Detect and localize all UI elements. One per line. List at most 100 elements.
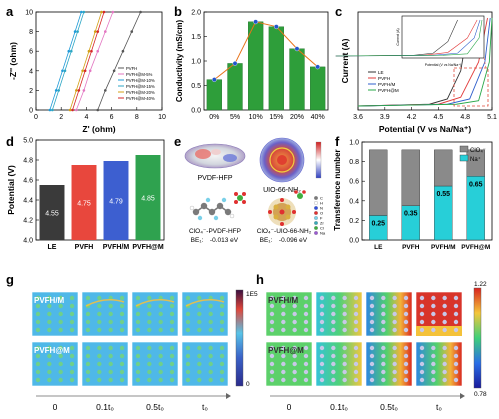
panel-c-ylabel: Current (A) (340, 38, 350, 83)
h-particle (342, 327, 347, 333)
g-particle (47, 345, 52, 351)
g-particle (169, 311, 175, 317)
h-particle (419, 319, 425, 325)
h-particle (303, 369, 309, 375)
h-particle (342, 361, 347, 367)
data-point (87, 49, 91, 53)
data-point (88, 69, 92, 73)
y-tick-label: 1.0 (191, 59, 201, 66)
y-tick-label: 0.2 (349, 218, 359, 225)
h-particle (392, 369, 397, 375)
h-particle (342, 377, 347, 383)
g-particle (35, 303, 41, 309)
g-particle (58, 345, 63, 351)
h-particle (419, 327, 425, 333)
atom-swatch-2 (314, 206, 318, 210)
panel-h-colorbar-min: 0.78 (474, 391, 487, 398)
h-particle (392, 377, 397, 383)
g-particle (185, 361, 191, 367)
g-particle (219, 303, 225, 309)
bar-clo4-0 (369, 149, 388, 216)
h-particle (403, 361, 409, 367)
data-point (68, 108, 72, 112)
g-particle (108, 327, 113, 333)
g-particle (119, 319, 125, 325)
time-axes: 0 0 0.1t₀ 0.1t₀ 0.5t₀ 0.5t₀ t₀ t₀ (36, 393, 465, 412)
g-particle (108, 361, 113, 367)
bar-2 (248, 21, 264, 111)
h-time-label-3: t₀ (436, 402, 442, 412)
panel-d: 4.0 4.2 4.4 4.6 4.8 5.0 4.55 LE 4.75 PVFH 4.79 PVF… (6, 138, 165, 251)
g-particle (185, 345, 191, 351)
h-particle (292, 311, 297, 317)
h-particle (319, 377, 325, 383)
panel-label-f: f (335, 134, 340, 149)
g-particle (208, 361, 213, 367)
panel-c-inset-series (335, 19, 483, 57)
g-particle (97, 377, 102, 383)
bar-5 (310, 66, 326, 111)
g-particle (185, 369, 191, 375)
panel-label-d: d (6, 134, 14, 149)
legend-label-1: PVFH@M-5% (126, 72, 153, 77)
h-particle (369, 311, 375, 317)
pvdf-hfp-surface (184, 143, 246, 169)
be-uio-value: -0.096 eV (279, 237, 308, 244)
g-particle (169, 369, 175, 375)
bar-2 (103, 161, 129, 240)
y-tick-label: 10 (25, 10, 33, 17)
h-particle (353, 345, 359, 351)
data-point (57, 89, 60, 92)
be-uio-prefix: BE₁: (260, 237, 273, 244)
h-particle (403, 303, 409, 309)
g-particle (219, 319, 225, 325)
h-particle (303, 345, 309, 351)
y-tick-label: 6 (29, 49, 33, 56)
h-time-label-1: 0.1t₀ (330, 402, 348, 412)
h-particle (381, 377, 386, 383)
x-tick-label: 20% (290, 114, 304, 121)
h-particle (392, 345, 397, 351)
h-particle (403, 345, 409, 351)
g-particle (69, 311, 75, 317)
h-particle (281, 311, 286, 317)
legend-label-4: PVFH@M-20% (126, 90, 155, 95)
h-particle (331, 345, 336, 351)
h-particle (419, 369, 425, 375)
h-particle (381, 353, 386, 359)
data-point (121, 49, 125, 53)
g-particle (208, 311, 213, 317)
g-particle (58, 311, 63, 317)
x-tick-label: PVFH/M (103, 244, 130, 251)
g-particle (85, 345, 91, 351)
y-tick-label: 4.6 (23, 178, 33, 185)
h-particle (442, 303, 447, 309)
h-particle (342, 353, 347, 359)
legend-label-3: PVFH@M-15% (126, 84, 155, 89)
g-particle (208, 319, 213, 325)
bar-3 (135, 155, 161, 240)
h-particle (281, 369, 286, 375)
panel-label-c: c (335, 4, 342, 19)
g-particle (135, 345, 141, 351)
trend-line (214, 21, 318, 81)
g-particle (158, 369, 163, 375)
y-tick-label: 2 (29, 88, 33, 95)
data-point (82, 10, 86, 14)
h-particle (319, 361, 325, 367)
h-particle (353, 353, 359, 359)
h-particle (303, 311, 309, 317)
h-particle (269, 327, 275, 333)
g-particle (85, 295, 91, 301)
panel-label-e: e (174, 134, 181, 149)
g-particle (69, 303, 75, 309)
g-particle (69, 319, 75, 325)
g-particle (219, 377, 225, 383)
g-particle (58, 369, 63, 375)
x-tick-label: 15% (269, 114, 283, 121)
h-particle (419, 377, 425, 383)
h-particle (419, 311, 425, 317)
g-particle (169, 319, 175, 325)
h-particle (453, 361, 459, 367)
